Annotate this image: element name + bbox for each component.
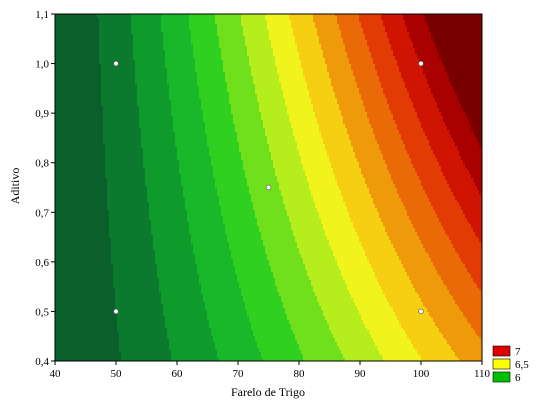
contour-chart: 40 50 60 70 80 90 100 110 0,40,50,60,70,80,91,0… xyxy=(0,0,544,406)
